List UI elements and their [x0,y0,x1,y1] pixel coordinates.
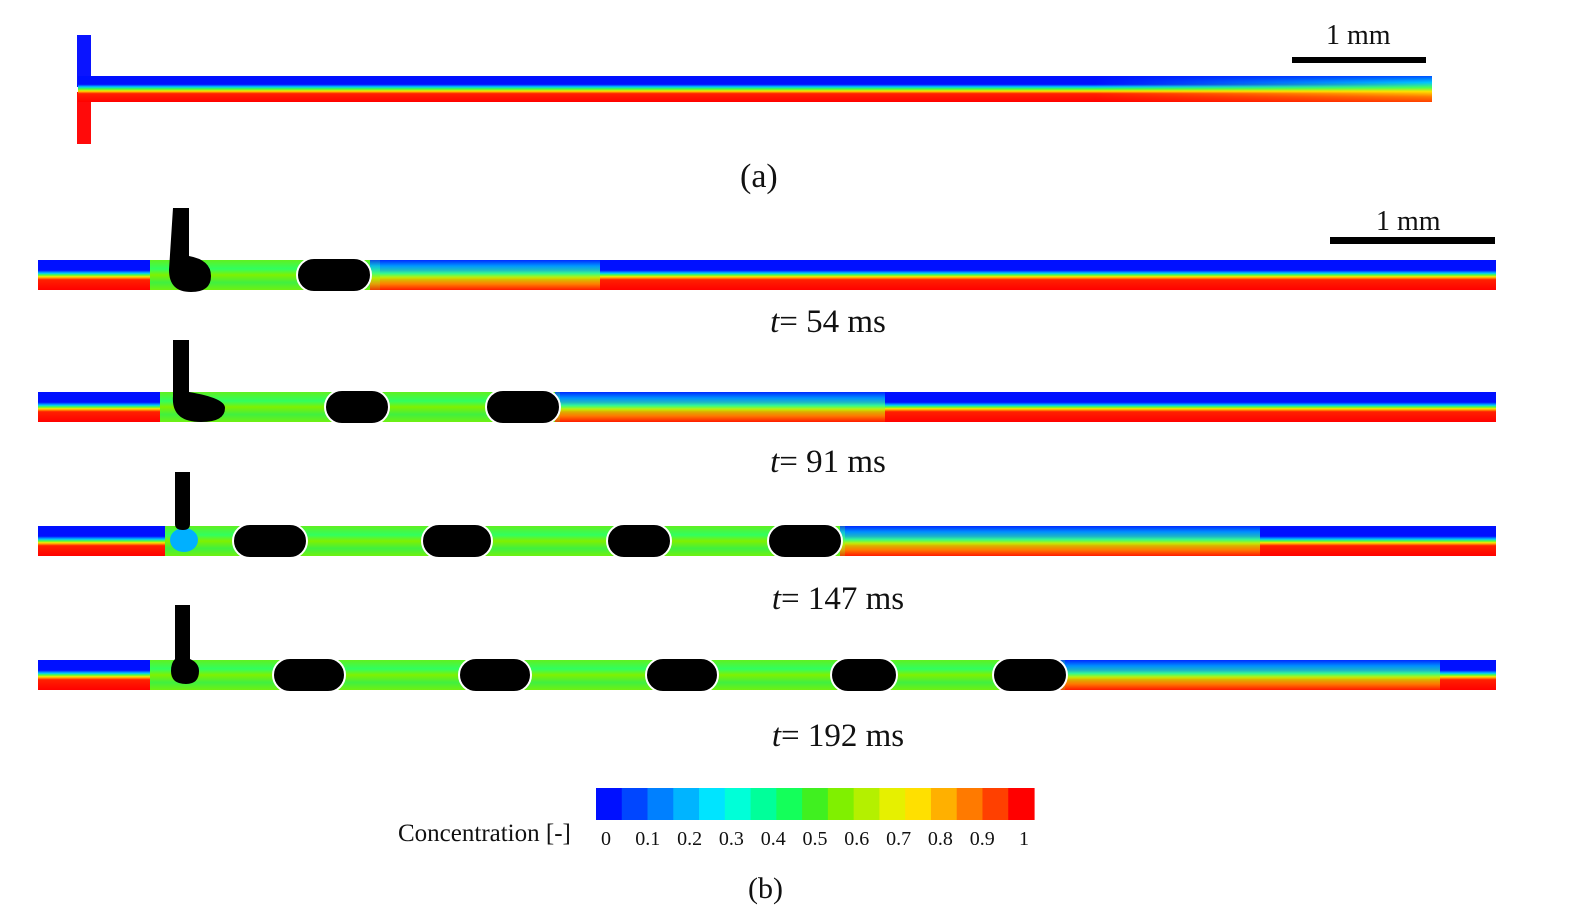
dispersed-inlet [171,605,199,684]
droplet [830,657,898,693]
colorbar-tick-label: 1 [1019,828,1029,850]
dispersed-inlet [172,340,225,422]
snapshot-54ms [38,208,1496,293]
colorbar-swatch [647,788,674,820]
colorbar-swatch [621,788,649,820]
dispersed-inlet [169,208,211,292]
wake-region [840,526,1260,556]
colorbar-tick-label: 0 [601,828,611,850]
snapshot-147ms [38,472,1496,559]
scale-bar-a [1292,57,1426,63]
droplet [767,523,843,559]
colorbar-swatch [956,788,984,820]
time-label: t= 91 ms [770,444,886,480]
droplet [296,257,372,293]
colorbar-swatch [930,788,958,820]
colorbar-tick-label: 0.2 [677,828,703,850]
colorbar-swatch [596,788,623,820]
droplet [421,523,493,559]
colorbar-swatch [776,788,803,820]
scale-bar-b [1330,237,1495,244]
colorbar-tick-label: 0.6 [844,828,870,850]
figure [38,35,1496,820]
colorbar-swatch [853,788,881,820]
droplet [272,657,346,693]
colorbar-tick-label: 0.4 [760,828,786,850]
colorbar-swatch [982,788,1009,820]
droplet [458,657,532,693]
droplet [992,657,1068,693]
panel-a [77,35,1432,144]
droplet [232,523,308,559]
time-label: t= 192 ms [771,718,905,754]
wake-region [1060,660,1440,690]
time-label: t= 54 ms [770,304,886,340]
panel-b [38,208,1496,693]
colorbar-swatch [699,788,726,820]
colorbar-tick-label: 0.8 [927,828,953,850]
channel-a-mixing [78,76,1432,102]
colorbar [596,788,1035,820]
dispersed-inlet [175,472,190,530]
colorbar-tick-label: 0.1 [635,828,661,850]
colorbar-swatch [673,788,700,820]
droplet [324,389,390,425]
colorbar-tick-label: 0.5 [802,828,828,850]
colorbar-swatch [802,788,829,820]
blue-inlet [77,35,91,87]
snapshot-192ms [38,605,1496,693]
colorbar-swatch [879,788,906,820]
snapshot-91ms [38,340,1496,425]
droplet [606,523,672,559]
colorbar-swatch [724,788,752,820]
scale-bar-b-label: 1 mm [1376,206,1441,237]
colorbar-tick-label: 0.3 [718,828,744,850]
colorbar-swatch [750,788,777,820]
red-inlet [77,92,91,144]
droplet [645,657,719,693]
time-label: t= 147 ms [771,581,905,617]
colorbar-tick-label: 0.9 [969,828,995,850]
colorbar-title: Concentration [-] [398,820,571,847]
colorbar-swatch [905,788,932,820]
droplet [485,389,561,425]
panel-b-caption: (b) [748,872,783,905]
scale-bar-a-label: 1 mm [1326,20,1391,51]
colorbar-tick-label: 0.7 [886,828,912,850]
panel-a-caption: (a) [740,158,778,195]
colorbar-swatch [1008,788,1035,820]
wake-region [370,260,600,290]
inlet-vortex [170,528,198,552]
wake-region [555,392,885,422]
colorbar-swatch [827,788,855,820]
